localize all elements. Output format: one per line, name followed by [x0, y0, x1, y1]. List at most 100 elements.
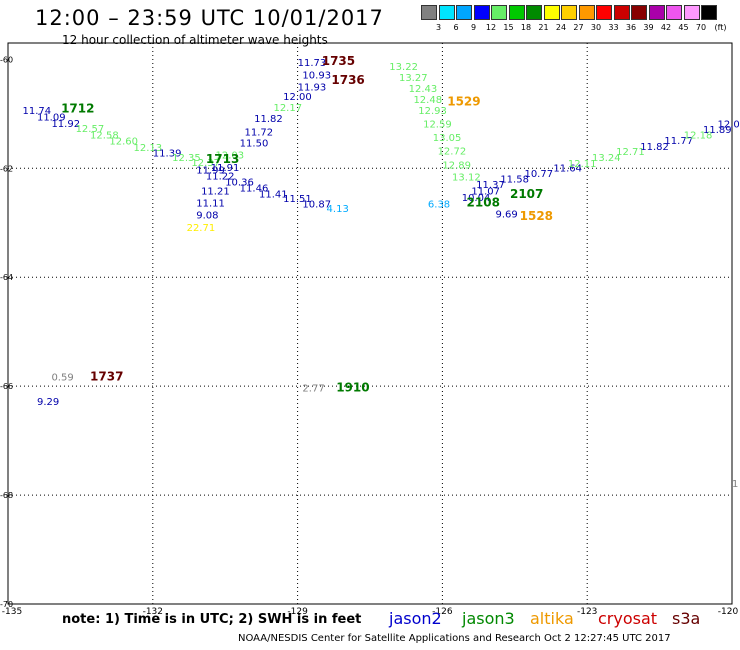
legend-swatch [421, 5, 437, 20]
satellite-altika: altika [530, 609, 574, 628]
time-label: 1910 [336, 381, 369, 395]
wave-height-value: 6.38 [428, 199, 450, 210]
wave-height-value: 11.58 [500, 174, 529, 185]
lat-tick-label: -66 [0, 382, 13, 391]
legend-swatch [438, 5, 455, 20]
legend-swatch [526, 5, 542, 20]
time-label: 1737 [90, 370, 123, 384]
wave-height-value: 12.18 [684, 130, 713, 141]
legend-swatch [508, 5, 525, 20]
wave-height-value: 12.13 [133, 143, 162, 154]
wave-height-value: 12.58 [90, 130, 119, 141]
legend-tick-label: 24 [555, 23, 567, 32]
time-label: 2107 [510, 187, 543, 201]
legend-swatch [631, 5, 647, 20]
wave-height-value: 11.89 [703, 125, 732, 136]
satellite-jason3: jason3 [462, 609, 515, 628]
time-label: 2108 [467, 195, 500, 209]
wave-height-value: 11.82 [254, 114, 283, 125]
wave-height-value: 11.64 [553, 164, 582, 175]
legend-tick-label: 70 [695, 23, 707, 32]
lon-tick-label: -123 [577, 607, 597, 617]
time-label: 1735 [322, 54, 355, 68]
wave-height-value: 12.71 [616, 147, 645, 158]
legend-tick-label: 36 [625, 23, 637, 32]
legend-swatch [596, 5, 612, 20]
wave-height-value: 10.93 [302, 70, 331, 81]
legend-swatch [613, 5, 630, 20]
wave-height-value: 0.59 [51, 373, 73, 384]
wave-height-value: 10.36 [225, 178, 254, 189]
wave-height-value: 11.93 [298, 82, 327, 93]
legend-unit: (ft) [714, 23, 727, 32]
wave-height-value: 1 [732, 479, 738, 490]
wave-height-value: 11.74 [22, 106, 51, 117]
map-frame [7, 42, 733, 605]
wave-height-value: 11.99 [196, 166, 225, 177]
wave-height-value: 11.72 [245, 128, 274, 139]
legend-tick-label: 15 [503, 23, 514, 32]
time-label: 1528 [520, 209, 553, 223]
legend-swatch [561, 5, 577, 20]
wave-height-value: 12.72 [438, 147, 467, 158]
lon-tick-label: -120 [718, 607, 739, 617]
wave-height-value: 11.07 [471, 186, 500, 197]
wave-height-value: 11.09 [37, 112, 66, 123]
footer-note: note: 1) Time is in UTC; 2) SWH is in fe… [62, 612, 362, 627]
legend-tick-label: 30 [590, 23, 602, 32]
legend-tick-label: 27 [573, 23, 584, 32]
wave-height-value: 12.93 [418, 106, 447, 117]
wave-height-value: 11.91 [211, 163, 240, 174]
wave-height-value: 12.89 [442, 160, 471, 171]
legend-tick-label: 6 [453, 23, 459, 32]
legend-tick-label: 45 [678, 23, 689, 32]
wave-height-value: 12.59 [423, 119, 452, 130]
time-label: 1712 [61, 102, 94, 116]
satellite-s3a: s3a [672, 609, 701, 628]
wave-height-value: 10.77 [524, 169, 553, 180]
wave-height-value: 13.12 [452, 172, 481, 183]
legend-swatch [683, 5, 700, 20]
time-label: 1736 [331, 73, 364, 87]
wave-height-value: 12.03 [216, 150, 245, 161]
lat-tick-label: -68 [0, 491, 13, 500]
wave-height-value: 12.57 [76, 124, 105, 135]
lon-tick-label: -126 [432, 607, 453, 617]
lat-tick-label: -60 [0, 55, 13, 64]
legend-swatch [701, 5, 717, 20]
wave-height-value: 12.43 [409, 84, 438, 95]
time-label: 1529 [447, 95, 480, 109]
wave-height-value: 13.22 [389, 62, 418, 73]
wave-height-value: 13.05 [433, 133, 462, 144]
legend-swatch [578, 5, 595, 20]
wave-height-value: 10.04 [462, 193, 491, 204]
wave-height-value: 12.48 [413, 95, 442, 106]
legend-swatch [666, 5, 682, 20]
lon-tick-label: -135 [2, 607, 22, 617]
wave-height-value: 11.77 [664, 136, 693, 147]
wave-height-value: 11.41 [259, 190, 288, 201]
wave-height-value: 11.51 [283, 194, 312, 205]
wave-height-value: 11.92 [51, 119, 80, 130]
time-label: 1713 [206, 152, 239, 166]
legend-tick-label: 21 [538, 23, 549, 32]
legend-tick-label: 42 [660, 23, 672, 32]
wave-height-value: 11.39 [153, 148, 182, 159]
legend-tick-label: 9 [470, 23, 477, 32]
legend-tick-label: 39 [643, 23, 654, 32]
wave-height-value: 11.82 [640, 142, 669, 153]
lat-tick-label: -64 [0, 273, 13, 282]
satellite-jason2: jason2 [389, 609, 442, 628]
legend-tick-label: 3 [435, 23, 442, 32]
wave-height-value: 11.73 [298, 58, 327, 69]
legend-swatch [543, 5, 560, 20]
footer-credit: NOAA/NESDIS Center for Satellite Applica… [238, 633, 671, 644]
wave-height-value: 11.22 [206, 172, 235, 183]
legend-tick-label: 18 [520, 23, 532, 32]
satellite-cryosat: cryosat [598, 609, 658, 628]
wave-height-value: 12.00 [718, 119, 740, 130]
wave-height-value: 2.77 [302, 384, 324, 395]
wave-height-value: 12.17 [273, 103, 302, 114]
lat-tick-label: -70 [0, 600, 13, 609]
